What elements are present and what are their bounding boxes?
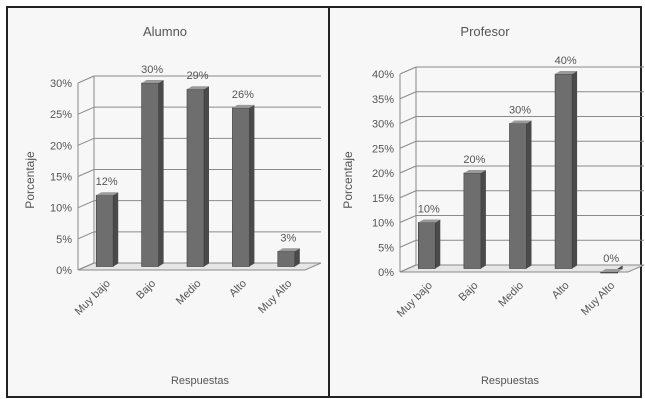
x-tick-label: Muy bajo — [395, 280, 435, 320]
bar-side — [572, 71, 578, 269]
bar-top — [418, 219, 441, 223]
gridline-diag — [77, 106, 95, 115]
bar — [232, 107, 250, 267]
data-label: 3% — [280, 232, 296, 244]
gridline-diag — [399, 91, 417, 100]
y-tick-label: 15% — [50, 172, 72, 184]
y-tick-label: 25% — [50, 109, 72, 121]
bar — [554, 73, 573, 269]
data-label: 0% — [603, 253, 619, 265]
data-label: 40% — [555, 55, 577, 67]
gridline-diag — [77, 137, 95, 146]
gridline-diag — [399, 116, 417, 124]
bar — [186, 88, 205, 267]
y-tick-label: 30% — [372, 119, 394, 131]
gridline-diag — [77, 200, 95, 209]
bar — [463, 172, 482, 269]
x-tick-label: Muy Alto — [256, 278, 294, 316]
bar-top — [96, 192, 119, 196]
bar-side — [480, 170, 486, 269]
bar — [95, 194, 114, 267]
gridline-diag — [77, 75, 95, 84]
bar-side — [113, 192, 119, 267]
bar-top — [187, 86, 209, 90]
gridline-diag — [399, 140, 417, 149]
x-axis-label: Respuestas — [481, 375, 540, 387]
y-tick-label: 0% — [378, 267, 394, 279]
x-tick-label: Medio — [496, 280, 526, 310]
gridline-diag — [399, 239, 417, 248]
bar — [277, 251, 296, 267]
bar-top — [555, 71, 578, 74]
gridline-diag — [77, 169, 95, 177]
bar — [141, 82, 159, 267]
gridline-diag — [399, 264, 417, 273]
y-tick-label: 5% — [56, 234, 72, 246]
chart-panel-alumno: Alumno Porcentaje Respuestas 0% 5% 10% 15% 2… — [23, 24, 322, 387]
chart-title: Profesor — [460, 24, 510, 39]
x-tick-label: Muy Alto — [579, 280, 617, 318]
bar-top — [232, 104, 255, 108]
x-axis-label: Respuestas — [171, 375, 230, 387]
x-tick-label: Medio — [174, 278, 204, 308]
bar-top — [600, 269, 623, 272]
bar-top — [277, 248, 300, 252]
y-tick-label: 20% — [50, 140, 72, 152]
bar — [417, 222, 436, 269]
gridline-diag — [399, 190, 417, 199]
y-tick-label: 40% — [372, 69, 394, 81]
data-label: 20% — [463, 154, 485, 166]
y-tick-label: 10% — [372, 218, 394, 230]
panel-divider — [328, 6, 330, 398]
y-tick-label: 20% — [372, 168, 394, 180]
x-tick-label: Alto — [550, 280, 572, 302]
data-label: 29% — [186, 70, 208, 82]
y-axis-label: Porcentaje — [23, 151, 37, 209]
bar-side — [158, 80, 164, 267]
x-tick-label: Bajo — [456, 280, 480, 304]
data-label: 26% — [232, 89, 254, 101]
bar-top — [463, 170, 486, 173]
bar-top — [141, 80, 164, 83]
bar-side — [249, 104, 255, 267]
chart-title: Alumno — [143, 24, 187, 39]
y-tick-label: 30% — [50, 78, 72, 90]
bar-side — [435, 219, 441, 269]
bar-side — [204, 86, 209, 267]
y-tick-label: 15% — [372, 193, 394, 205]
y-tick-label: 35% — [372, 94, 394, 106]
gridline-diag — [399, 66, 417, 75]
chart-panel-profesor: Profesor Porcentaje Respuestas 0% 5% 10% 15… — [341, 24, 645, 387]
gridline-diag — [399, 165, 417, 174]
data-label: 30% — [141, 64, 163, 76]
gridline-diag — [77, 262, 95, 271]
bar — [600, 271, 619, 274]
gridline-diag — [77, 231, 95, 240]
y-tick-label: 10% — [50, 203, 72, 215]
x-tick-label: Bajo — [134, 278, 158, 302]
x-tick-label: Muy bajo — [73, 278, 113, 318]
bar — [509, 123, 527, 269]
x-tick-label: Alto — [227, 278, 249, 300]
data-label: 30% — [509, 105, 531, 117]
bar-side — [294, 248, 300, 267]
y-axis-label: Porcentaje — [341, 151, 355, 209]
data-label: 12% — [96, 176, 118, 188]
y-tick-label: 25% — [372, 143, 394, 155]
gridline-diag — [399, 215, 417, 223]
bar-side — [526, 120, 532, 269]
y-tick-label: 0% — [56, 265, 72, 277]
data-label: 10% — [418, 204, 440, 216]
bar-top — [509, 120, 532, 124]
y-tick-label: 5% — [378, 242, 394, 254]
